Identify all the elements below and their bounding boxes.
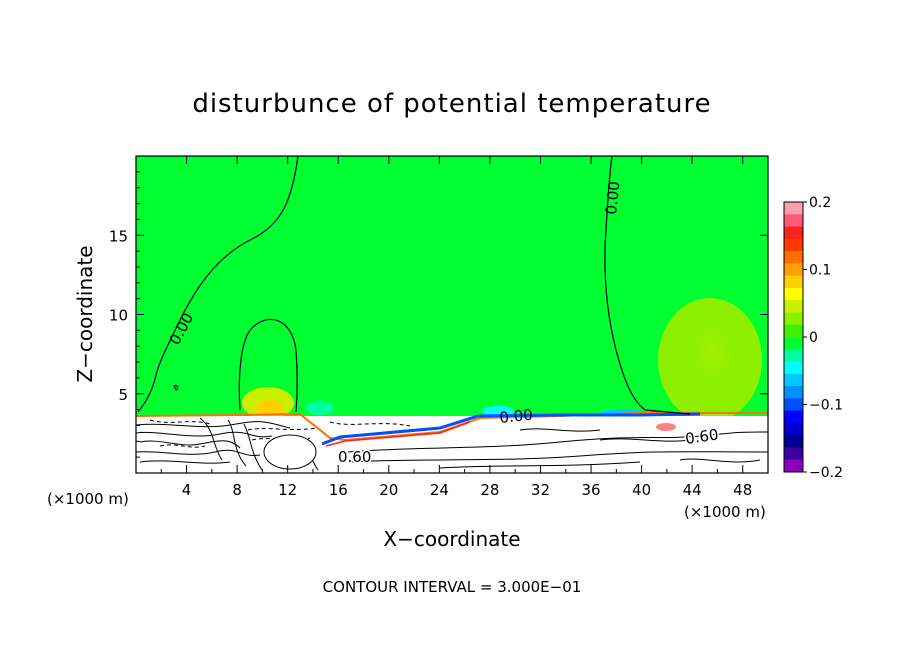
x-tick-label: 28 (480, 481, 499, 499)
x-tick-label: 40 (632, 481, 651, 499)
contour-interval-text: CONTOUR INTERVAL = 3.000E−01 (323, 578, 582, 596)
x-tick-label: 12 (278, 481, 297, 499)
cool-spot-1 (306, 401, 334, 415)
lower-contours (136, 417, 768, 471)
colorbar-swatch (784, 312, 803, 326)
colorbar-tick-label: 0.1 (809, 263, 831, 279)
colorbar-ticks: 0.2 0.1 0 −0.1 −0.2 (803, 195, 843, 481)
x-tick-label: 20 (379, 481, 398, 499)
x-tick-label: 36 (581, 481, 600, 499)
x-unit-label-right: (×1000 m) (684, 503, 766, 521)
colorbar-swatch (784, 287, 803, 301)
colorbar-swatch (784, 275, 803, 289)
colorbar-swatch (784, 300, 803, 313)
colorbar-swatch (784, 398, 803, 412)
lower-cell (263, 434, 317, 470)
colorbar-tick-label: −0.2 (809, 465, 843, 481)
colorbar-swatch (784, 386, 803, 399)
colorbar-swatch (784, 238, 803, 252)
colorbar-tick-label: 0 (809, 330, 818, 346)
zero-contours (137, 156, 691, 415)
x-tick-label: 8 (232, 481, 242, 499)
contour-label-060-west: 0.60 (338, 448, 371, 466)
warm-anomaly-west-core (256, 400, 284, 416)
x-tick-label: 16 (329, 481, 348, 499)
colorbar-swatch (784, 422, 803, 436)
y-tick-label: 5 (118, 386, 128, 404)
colorbar-swatch (784, 435, 803, 448)
warm-anomaly-east-core (682, 314, 742, 386)
colorbar-tick-label: 0.2 (809, 195, 831, 211)
contour-label-zero-east: 0.00 (602, 180, 623, 215)
colorbar (783, 201, 804, 473)
x-tick-label: 32 (531, 481, 550, 499)
colorbar-tick-label: −0.1 (809, 398, 843, 414)
y-axis-ticks: 5 10 15 (109, 171, 768, 458)
plot-area (136, 156, 768, 473)
contour-label-zero-inversion: 0.00 (499, 406, 534, 427)
x-tick-label: 48 (733, 481, 752, 499)
colorbar-swatch (784, 373, 803, 387)
colorbar-swatch (784, 361, 803, 375)
y-axis-label: Z−coordinate (73, 245, 97, 382)
x-axis-label: X−coordinate (383, 527, 520, 551)
colorbar-swatch (784, 410, 803, 424)
y-tick-label: 10 (109, 307, 128, 325)
colorbar-swatch (784, 202, 803, 215)
colorbar-swatch (784, 226, 803, 240)
colorbar-swatch (784, 349, 803, 363)
y-tick-label: 15 (109, 227, 128, 245)
colorbar-swatch (784, 263, 803, 277)
cool-spot-2 (482, 406, 514, 416)
colorbar-swatch (784, 447, 803, 461)
colorbar-swatch (784, 324, 803, 338)
red-spot (656, 423, 676, 431)
colorbar-swatch (784, 459, 803, 473)
inversion-band-red (325, 421, 471, 447)
inversion-band-blue (321, 412, 701, 446)
colorbar-swatch (784, 214, 803, 228)
x-tick-label: 44 (683, 481, 702, 499)
chart-title: disturbunce of potential temperature (192, 89, 711, 119)
x-unit-label-left: (×1000 m) (47, 490, 129, 508)
x-axis-ticks: 4 8 12 16 20 24 28 32 36 40 44 48 (160, 156, 752, 499)
x-tick-label: 24 (430, 481, 449, 499)
x-tick-label: 4 (182, 481, 192, 499)
colorbar-swatch (784, 251, 803, 264)
colorbar-swatch (784, 337, 803, 350)
